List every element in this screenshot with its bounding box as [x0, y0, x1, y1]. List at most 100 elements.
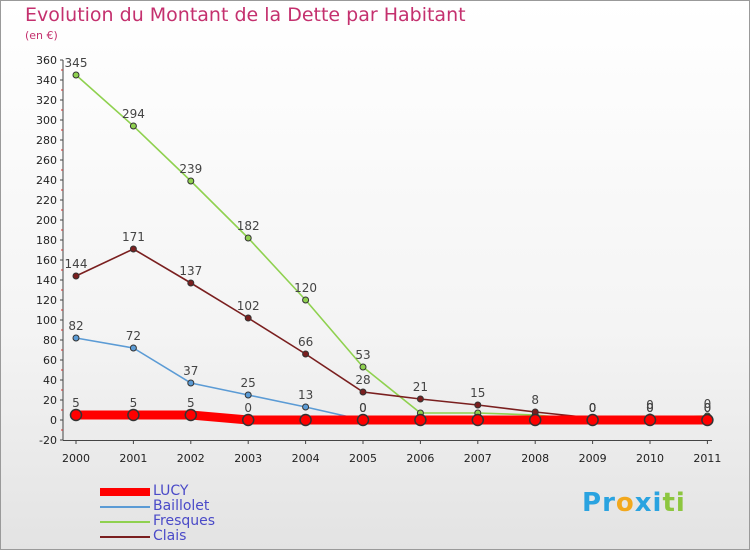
legend-swatch-clais — [100, 536, 150, 538]
data-label-fresques: 294 — [122, 107, 145, 121]
chart-title: Evolution du Montant de la Dette par Hab… — [25, 4, 466, 26]
y-tick-label: 240 — [36, 174, 57, 187]
y-tick-label: 60 — [43, 354, 57, 367]
y-tick-label: 340 — [36, 74, 57, 87]
data-label-clais: 102 — [237, 299, 260, 313]
data-point-lucy — [184, 408, 198, 422]
data-label-clais: 137 — [179, 264, 202, 278]
data-point-lucy — [586, 413, 599, 427]
data-point-baillolet — [244, 391, 252, 399]
data-point-fresques — [129, 122, 137, 130]
data-point-lucy — [701, 413, 714, 427]
legend-label-fresques: Fresques — [153, 513, 216, 529]
data-label-clais: 66 — [298, 335, 313, 349]
data-point-clais — [187, 279, 195, 287]
data-point-clais — [359, 388, 367, 396]
data-label-clais: 15 — [470, 386, 485, 400]
data-label-clais: 28 — [355, 373, 370, 387]
y-tick-label: 260 — [36, 154, 57, 167]
logo-letter: i — [652, 488, 663, 518]
y-tick-label: 140 — [36, 274, 57, 287]
data-label-clais: 21 — [413, 380, 428, 394]
data-point-fresques — [72, 71, 80, 79]
data-point-fresques — [302, 296, 310, 304]
y-tick-label: 200 — [36, 214, 57, 227]
data-point-clais — [244, 314, 252, 322]
x-tick-label: 2004 — [292, 452, 320, 465]
x-tick-label: 2000 — [62, 452, 90, 465]
x-tick-label: 2009 — [579, 452, 607, 465]
data-point-clais — [474, 401, 482, 409]
logo-letter: o — [615, 488, 635, 518]
logo-letter: x — [634, 488, 653, 518]
y-tick-label: 360 — [36, 54, 57, 67]
y-tick-label: 0 — [50, 414, 57, 427]
legend-swatch-fresques — [100, 521, 150, 523]
data-label-lucy: 0 — [244, 401, 252, 415]
data-point-lucy — [241, 413, 255, 427]
data-point-fresques — [244, 234, 252, 242]
proxiti-logo: Proxiti — [582, 488, 686, 518]
data-label-clais: 8 — [531, 393, 539, 407]
data-point-clais — [302, 350, 310, 358]
data-label-baillolet: 82 — [68, 319, 83, 333]
data-point-baillolet — [187, 379, 195, 387]
series-line-baillolet — [75, 337, 709, 421]
data-label-lucy: 5 — [187, 396, 195, 410]
x-tick-label: 2005 — [349, 452, 377, 465]
data-point-baillolet — [129, 344, 137, 352]
y-tick-label: 220 — [36, 194, 57, 207]
data-point-lucy — [471, 413, 485, 427]
data-label-fresques: 0 — [589, 401, 597, 415]
data-label-lucy: 0 — [704, 401, 712, 415]
data-point-lucy — [299, 413, 312, 427]
legend-swatch-lucy — [100, 488, 150, 496]
data-point-fresques — [359, 363, 367, 371]
legend-label-clais: Clais — [153, 528, 187, 544]
series-line-clais — [75, 248, 709, 419]
legend-label-baillolet: Baillolet — [153, 498, 210, 514]
data-label-fresques: 0 — [646, 398, 654, 412]
data-point-clais — [416, 395, 424, 403]
data-point-fresques — [187, 177, 195, 185]
x-tick-label: 2002 — [177, 452, 205, 465]
data-label-baillolet: 0 — [646, 401, 654, 415]
data-point-clais — [129, 245, 137, 253]
data-label-baillolet: 13 — [298, 388, 313, 402]
logo-letter: i — [675, 488, 686, 518]
y-tick-label: 120 — [36, 294, 57, 307]
data-label-fresques: 53 — [355, 348, 370, 362]
data-label-baillolet: 25 — [241, 376, 256, 390]
y-tick-label: -20 — [39, 434, 57, 447]
data-point-clais — [72, 272, 80, 280]
series-line-fresques — [75, 74, 709, 421]
x-tick-label: 2001 — [119, 452, 147, 465]
y-tick-label: 320 — [36, 94, 57, 107]
x-tick-label: 2007 — [464, 452, 492, 465]
data-label-baillolet: 0 — [704, 401, 712, 415]
legend-label-lucy: LUCY — [153, 483, 189, 499]
y-tick-label: 80 — [43, 334, 57, 347]
y-tick-label: 300 — [36, 114, 57, 127]
data-point-lucy — [414, 413, 427, 427]
y-tick-label: 100 — [36, 314, 57, 327]
data-label-clais: 144 — [65, 257, 88, 271]
logo-letter: P — [582, 488, 603, 518]
data-label-baillolet: 72 — [126, 329, 141, 343]
logo-letter: r — [602, 488, 616, 518]
data-label-fresques: 345 — [65, 56, 88, 70]
data-point-baillolet — [72, 334, 80, 342]
data-point-lucy — [528, 413, 542, 427]
data-label-baillolet: 0 — [359, 401, 367, 415]
data-label-fresques: 239 — [179, 162, 202, 176]
legend-swatch-baillolet — [100, 506, 150, 508]
data-label-fresques: 0 — [704, 397, 712, 411]
x-tick-label: 2006 — [406, 452, 434, 465]
x-tick-label: 2008 — [521, 452, 549, 465]
data-point-lucy — [643, 413, 657, 427]
chart-subtitle: (en €) — [25, 29, 58, 42]
data-point-baillolet — [302, 403, 310, 411]
data-label-fresques: 120 — [294, 281, 317, 295]
